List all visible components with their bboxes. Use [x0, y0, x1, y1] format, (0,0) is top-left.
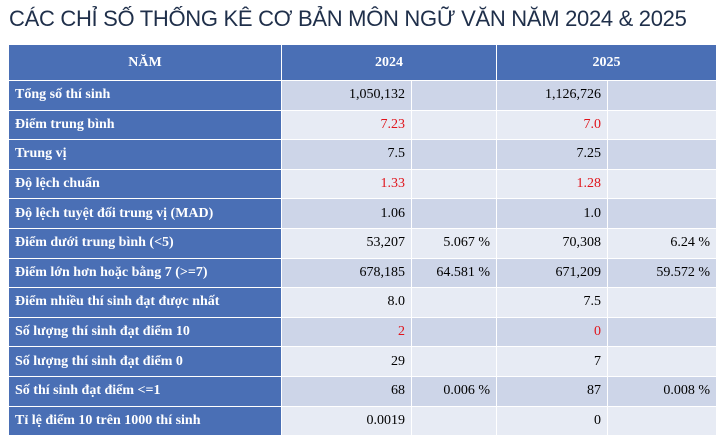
table-row: Số lượng thí sinh đạt điểm 10 2 0	[8, 316, 717, 348]
value-2025: 0	[496, 316, 608, 348]
row-label: Tỉ lệ điểm 10 trên 1000 thí sinh	[8, 405, 282, 436]
value-2025: 1.28	[496, 168, 608, 200]
percent-2024	[411, 287, 497, 318]
percent-2025: 6.24 %	[607, 227, 717, 259]
percent-2025	[607, 316, 717, 348]
row-label: Số thí sinh đạt điểm <=1	[8, 375, 282, 407]
value-2025: 7	[496, 346, 608, 377]
row-label: Số lượng thí sinh đạt điểm 0	[8, 346, 282, 377]
value-2025: 7.25	[496, 139, 608, 170]
value-2025: 7.5	[496, 287, 608, 318]
value-2024: 0.0019	[281, 405, 412, 436]
header-year-2025: 2025	[496, 44, 717, 81]
table-row: Số thí sinh đạt điểm <=1 68 0.006 % 87 0.008…	[8, 375, 717, 407]
percent-2024: 64.581 %	[411, 257, 497, 289]
percent-2024: 5.067 %	[411, 227, 497, 259]
value-2025: 70,308	[496, 227, 608, 259]
table-row: Số lượng thí sinh đạt điểm 0 29 7	[8, 346, 717, 377]
value-2024: 1.33	[281, 168, 412, 200]
percent-2025	[607, 198, 717, 229]
percent-2025	[607, 109, 717, 141]
row-label: Điểm lớn hơn hoặc bằng 7 (>=7)	[8, 257, 282, 289]
header-year-label: NĂM	[8, 44, 282, 81]
value-2024: 1,050,132	[281, 80, 412, 111]
table-row: Tổng số thí sinh 1,050,132 1,126,726	[8, 80, 717, 111]
percent-2025	[607, 168, 717, 200]
value-2025: 671,209	[496, 257, 608, 289]
percent-2025	[607, 80, 717, 111]
percent-2024: 0.006 %	[411, 375, 497, 407]
percent-2024	[411, 405, 497, 436]
table-row: Độ lệch tuyệt đối trung vị (MAD) 1.06 1.0	[8, 198, 717, 229]
table-body: Tổng số thí sinh 1,050,132 1,126,726 Điểm t…	[8, 80, 717, 436]
value-2024: 68	[281, 375, 412, 407]
percent-2025: 0.008 %	[607, 375, 717, 407]
row-label: Độ lệch chuẩn	[8, 168, 282, 200]
value-2025: 7.0	[496, 109, 608, 141]
value-2024: 678,185	[281, 257, 412, 289]
table-row: Tỉ lệ điểm 10 trên 1000 thí sinh 0.0019 0	[8, 405, 717, 436]
percent-2025	[607, 346, 717, 377]
percent-2025	[607, 405, 717, 436]
row-label: Số lượng thí sinh đạt điểm 10	[8, 316, 282, 348]
value-2024: 8.0	[281, 287, 412, 318]
table-row: Điểm trung bình 7.23 7.0	[8, 109, 717, 141]
table-row: Độ lệch chuẩn 1.33 1.28	[8, 168, 717, 200]
percent-2024	[411, 168, 497, 200]
value-2025: 0	[496, 405, 608, 436]
percent-2024	[411, 80, 497, 111]
row-label: Điểm nhiều thí sinh đạt được nhất	[8, 287, 282, 318]
row-label: Điểm dưới trung bình (<5)	[8, 227, 282, 259]
value-2024: 7.5	[281, 139, 412, 170]
value-2024: 53,207	[281, 227, 412, 259]
row-label: Độ lệch tuyệt đối trung vị (MAD)	[8, 198, 282, 229]
statistics-table: NĂM 2024 2025 Tổng số thí sinh 1,050,132 1…	[8, 44, 717, 436]
percent-2024	[411, 198, 497, 229]
page-title: CÁC CHỈ SỐ THỐNG KÊ CƠ BẢN MÔN NGỮ VĂN N…	[9, 6, 687, 31]
percent-2025	[607, 139, 717, 170]
table-row: Điểm lớn hơn hoặc bằng 7 (>=7) 678,185 64.…	[8, 257, 717, 289]
percent-2025	[607, 287, 717, 318]
percent-2024	[411, 316, 497, 348]
percent-2024	[411, 346, 497, 377]
header-year-2024: 2024	[281, 44, 497, 81]
value-2024: 7.23	[281, 109, 412, 141]
percent-2024	[411, 109, 497, 141]
percent-2025: 59.572 %	[607, 257, 717, 289]
value-2024: 29	[281, 346, 412, 377]
table-row: Điểm dưới trung bình (<5) 53,207 5.067 % 70…	[8, 227, 717, 259]
percent-2024	[411, 139, 497, 170]
row-label: Tổng số thí sinh	[8, 80, 282, 111]
value-2024: 2	[281, 316, 412, 348]
value-2025: 1.0	[496, 198, 608, 229]
table-row: Điểm nhiều thí sinh đạt được nhất 8.0 7.5	[8, 287, 717, 318]
header-row: NĂM 2024 2025	[8, 44, 717, 81]
value-2024: 1.06	[281, 198, 412, 229]
table-row: Trung vị 7.5 7.25	[8, 139, 717, 170]
row-label: Điểm trung bình	[8, 109, 282, 141]
value-2025: 1,126,726	[496, 80, 608, 111]
row-label: Trung vị	[8, 139, 282, 170]
value-2025: 87	[496, 375, 608, 407]
